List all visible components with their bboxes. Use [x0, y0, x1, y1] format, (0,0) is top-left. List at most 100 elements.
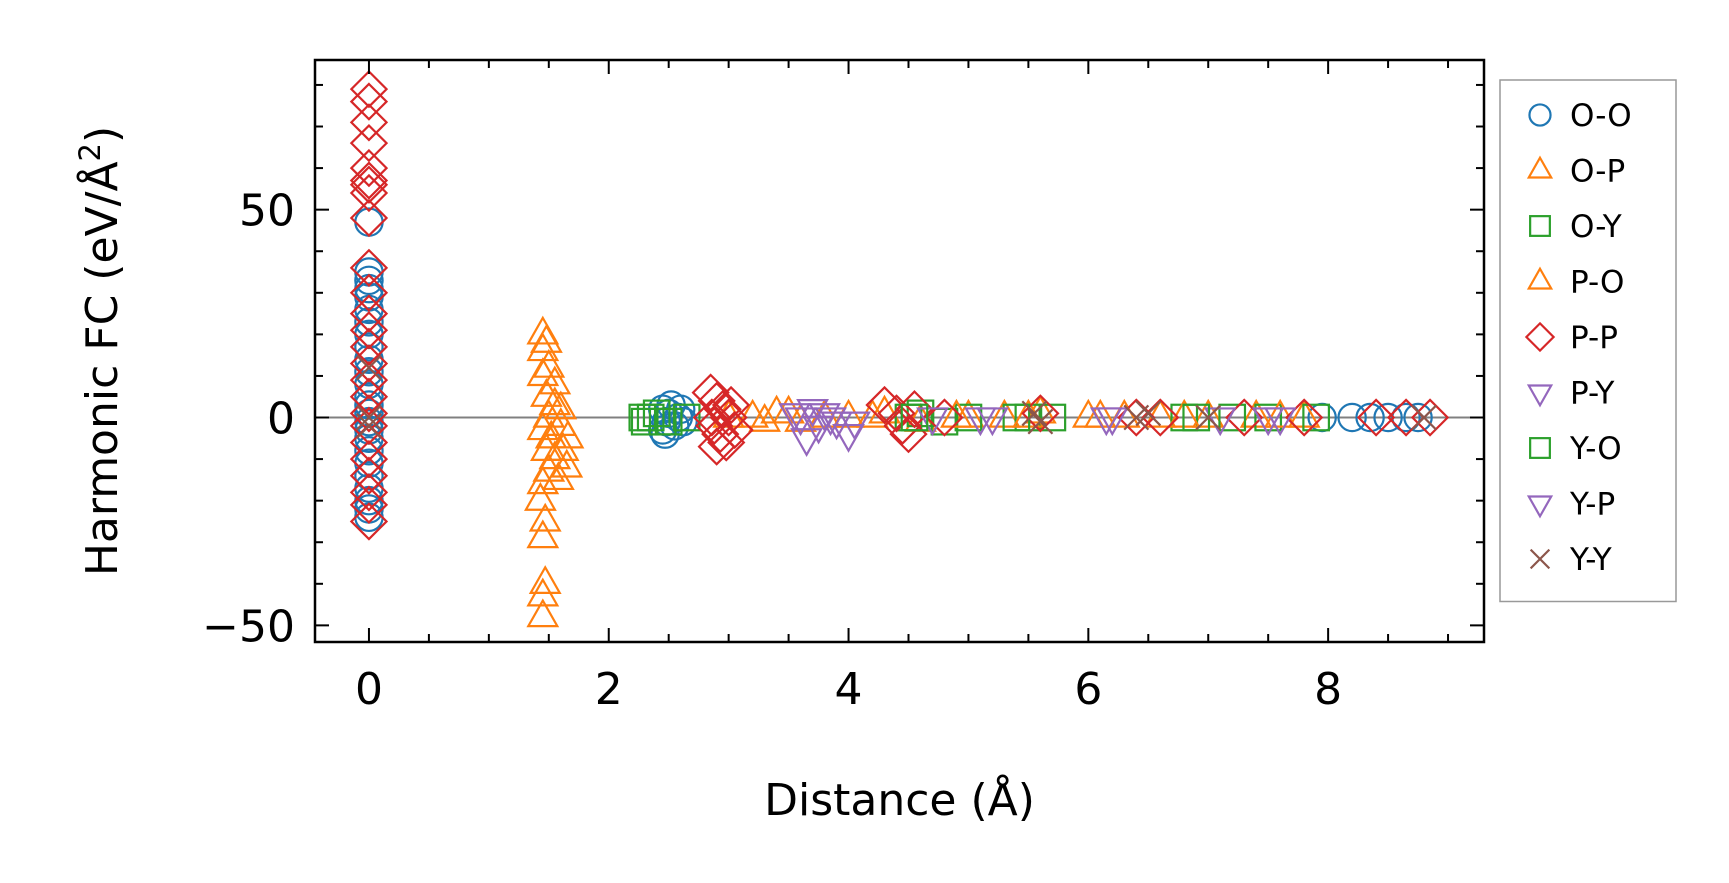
marker-diamond: [691, 373, 730, 412]
marker-diamond: [349, 473, 389, 512]
marker-circle: [1337, 402, 1367, 433]
marker-triangle-down: [778, 403, 811, 433]
legend-label: Y-Y: [1569, 542, 1612, 578]
marker-triangle-up: [551, 419, 585, 449]
marker-diamond: [349, 123, 389, 163]
y-axis-title-close: ): [77, 126, 128, 143]
marker-circle: [1355, 402, 1385, 433]
x-tick-label: 6: [1074, 664, 1102, 715]
marker-diamond: [349, 82, 389, 121]
marker-diamond: [1356, 398, 1396, 437]
marker-square: [900, 403, 929, 432]
y-tick-label: 50: [239, 186, 295, 237]
legend-entry: Y-O: [1529, 431, 1622, 467]
marker-x: [1027, 408, 1054, 435]
marker-triangle-up: [544, 390, 578, 420]
y-axis-title-superscript: 2: [73, 143, 107, 161]
marker-diamond: [889, 414, 928, 454]
marker-triangle-up: [528, 502, 562, 532]
marker-diamond: [349, 311, 389, 350]
series-y-p: [778, 403, 1297, 441]
plot-frame: [313, 58, 1486, 644]
marker-triangle-down: [838, 411, 871, 441]
marker-diamond: [349, 173, 389, 213]
legend-entry: O-P: [1526, 154, 1625, 190]
legend-entry: O-O: [1528, 98, 1632, 134]
marker-triangle-up: [1526, 266, 1554, 290]
marker-square: [628, 403, 657, 432]
marker-triangle-up: [526, 315, 560, 345]
marker-diamond: [349, 165, 389, 204]
legend-label: P-P: [1570, 320, 1618, 356]
marker-diamond: [349, 394, 389, 433]
legend-label: O-P: [1570, 154, 1625, 190]
marker-triangle-up: [526, 357, 560, 387]
marker-triangle-up: [526, 519, 560, 549]
x-tick-label: 0: [355, 664, 383, 715]
marker-diamond: [349, 273, 389, 312]
axis-ticks: [315, 60, 1484, 642]
marker-triangle-down: [814, 407, 847, 437]
marker-x: [1195, 404, 1222, 431]
marker-triangle-up: [526, 598, 560, 628]
marker-diamond: [701, 414, 740, 454]
marker-triangle-up: [532, 348, 566, 378]
marker-triangle-up: [748, 402, 782, 432]
legend-label: O-O: [1570, 98, 1632, 134]
marker-triangle-up: [538, 386, 572, 416]
legend-entry: P-Y: [1526, 376, 1615, 412]
marker-diamond: [349, 69, 389, 109]
marker-diamond: [865, 385, 904, 425]
marker-square: [1529, 215, 1551, 237]
marker-diamond: [697, 381, 736, 421]
marker-diamond: [925, 398, 964, 437]
marker-circle: [1528, 103, 1552, 127]
x-tick-label: 8: [1314, 664, 1342, 715]
marker-triangle-up: [528, 565, 562, 594]
marker-diamond: [349, 344, 389, 383]
legend-label: Y-O: [1569, 431, 1622, 467]
marker-square: [1218, 403, 1247, 432]
marker-diamond: [707, 423, 746, 462]
legend-entry: O-Y: [1529, 209, 1622, 245]
marker-diamond: [349, 502, 389, 541]
marker-diamond: [349, 406, 389, 445]
y-axis-title: Harmonic FC (eV/Å2): [73, 126, 128, 576]
legend-label: Y-P: [1569, 487, 1615, 523]
marker-triangle-down: [1095, 407, 1129, 437]
marker-triangle-down: [808, 403, 841, 433]
x-tick-label: 4: [835, 664, 863, 715]
marker-x: [1529, 548, 1551, 570]
marker-triangle-up: [1263, 398, 1297, 428]
marker-x: [1021, 400, 1048, 427]
marker-triangle-down: [1526, 384, 1554, 408]
legend-entries: O-O O-P O-Y P-O P-P P-Y Y-O Y-P Y-Y: [1524, 98, 1632, 578]
marker-square: [1254, 403, 1283, 432]
marker-triangle-up: [1526, 155, 1554, 179]
marker-circle: [354, 265, 384, 296]
marker-diamond: [883, 406, 922, 445]
marker-diamond: [877, 394, 916, 433]
legend-label: P-O: [1570, 265, 1624, 301]
marker-diamond: [895, 390, 934, 429]
marker-triangle-up: [808, 398, 841, 428]
marker-triangle-down: [976, 407, 1009, 437]
marker-diamond: [349, 439, 389, 479]
marker-x: [356, 354, 382, 381]
legend-entry: Y-Y: [1529, 542, 1612, 578]
marker-diamond: [692, 398, 732, 437]
marker-diamond: [711, 385, 751, 425]
marker-diamond: [349, 377, 389, 416]
marker-circle: [354, 460, 384, 491]
marker-triangle-up: [538, 365, 572, 395]
marker-diamond: [349, 456, 389, 495]
marker-triangle-down: [916, 407, 949, 437]
marker-diamond: [349, 327, 389, 366]
marker-circle: [1373, 402, 1403, 433]
marker-circle: [354, 357, 384, 387]
marker-triangle-down: [1263, 407, 1297, 437]
marker-diamond: [349, 360, 389, 400]
marker-diamond: [349, 294, 389, 333]
legend-label: O-Y: [1570, 209, 1622, 245]
